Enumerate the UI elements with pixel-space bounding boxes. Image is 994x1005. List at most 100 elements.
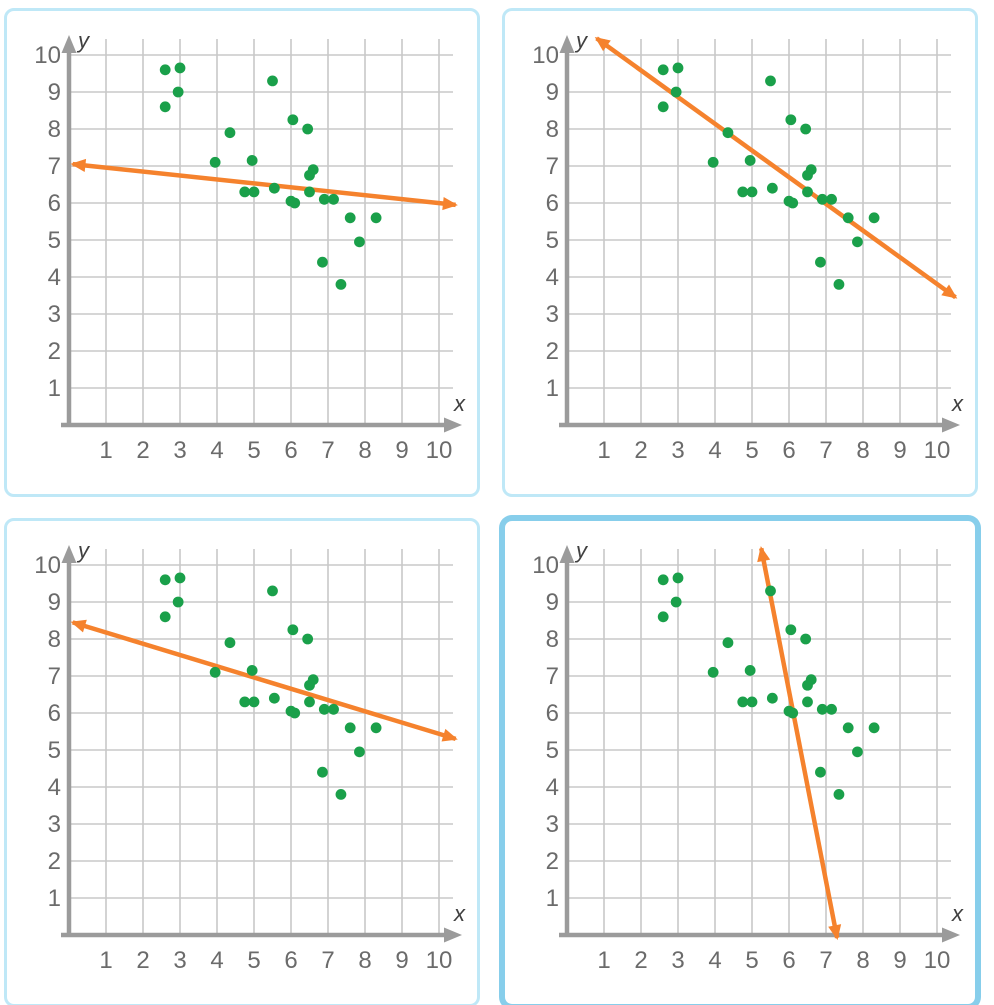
y-tick-label: 9: [48, 589, 61, 616]
data-point: [246, 155, 258, 166]
grid-lines: [567, 39, 951, 425]
data-point: [826, 703, 837, 715]
x-tick-label: 2: [136, 437, 149, 464]
data-point: [246, 665, 258, 676]
data-point: [159, 611, 171, 623]
answer-option-2-scatter-plot[interactable]: x y 1 2 3 4 5 6 7 8 9 10 1 2 3 4 5 6 7 8 9 10: [502, 8, 978, 497]
x-tick-label: 7: [321, 947, 334, 974]
y-tick-label: 9: [546, 589, 559, 616]
y-tick-label: 8: [546, 116, 559, 143]
data-point: [707, 156, 719, 168]
x-tick-label: 2: [136, 947, 149, 974]
data-point: [833, 789, 845, 800]
y-tick-label: 4: [48, 774, 61, 801]
x-tick-label: 8: [358, 437, 371, 464]
data-point: [765, 585, 776, 597]
data-point: [354, 236, 365, 248]
y-axis-arrowhead-icon: [61, 545, 77, 563]
x-tick-label: 4: [708, 947, 721, 974]
trend-line: [594, 36, 958, 300]
data-point: [318, 193, 330, 205]
data-point: [370, 212, 382, 224]
x-tick-label: 1: [597, 437, 610, 464]
data-point: [209, 666, 221, 678]
data-point: [737, 696, 749, 708]
axes: [61, 35, 462, 433]
x-tick-label: 3: [173, 947, 186, 974]
x-tick-label: 5: [745, 437, 758, 464]
data-point: [224, 127, 236, 139]
y-tick-label: 5: [48, 737, 61, 764]
data-point: [172, 86, 184, 98]
y-tick-label: 2: [546, 338, 559, 365]
data-point: [304, 679, 315, 691]
data-point: [868, 722, 880, 734]
x-tick-label: 9: [395, 947, 408, 974]
data-point: [766, 692, 778, 704]
x-tick-label: 7: [321, 437, 334, 464]
y-axis-arrowhead-icon: [559, 35, 575, 53]
x-tick-label: 5: [247, 947, 260, 974]
x-tick-label: 10: [426, 437, 453, 464]
data-point: [289, 707, 301, 719]
data-point: [335, 279, 347, 290]
data-point: [248, 696, 260, 708]
data-point: [317, 766, 328, 778]
axes: [559, 35, 960, 433]
x-tick-label: 1: [99, 437, 112, 464]
y-tick-label: 4: [546, 774, 559, 801]
x-tick-label: 10: [924, 947, 951, 974]
data-point: [159, 101, 171, 113]
y-tick-label: 7: [48, 153, 61, 180]
y-axis-arrowhead-icon: [559, 545, 575, 563]
data-point: [815, 256, 826, 268]
y-tick-label: 1: [546, 885, 559, 912]
y-tick-label: 4: [546, 264, 559, 291]
answer-option-1-scatter-plot[interactable]: x y 1 2 3 4 5 6 7 8 9 10 1 2 3 4 5 6 7 8 9 10: [4, 8, 480, 497]
data-point: [842, 722, 854, 734]
y-axis-arrowhead-icon: [61, 35, 77, 53]
answer-option-4-scatter-plot[interactable]: x y 1 2 3 4 5 6 7 8 9 10 1 2 3 4 5 6 7 8 9 10: [502, 518, 978, 1005]
y-tick-label: 1: [48, 375, 61, 402]
y-tick-label: 6: [48, 700, 61, 727]
x-axis-label: x: [453, 901, 466, 926]
x-axis-arrowhead-icon: [942, 417, 960, 433]
x-tick-label: 6: [284, 947, 297, 974]
x-tick-label: 10: [426, 947, 453, 974]
x-tick-label: 6: [782, 947, 795, 974]
data-point: [224, 637, 236, 649]
data-point: [746, 186, 758, 198]
y-tick-label: 4: [48, 264, 61, 291]
data-point: [672, 62, 684, 74]
y-axis-label: y: [76, 28, 91, 53]
x-tick-label: 8: [358, 947, 371, 974]
data-point: [174, 572, 186, 584]
x-tick-label: 3: [173, 437, 186, 464]
data-point: [209, 156, 221, 168]
y-tick-label: 3: [48, 301, 61, 328]
trend-line: [70, 158, 458, 211]
data-point: [174, 62, 186, 74]
data-point: [304, 696, 315, 708]
data-point: [766, 182, 778, 194]
y-tick-label: 3: [546, 811, 559, 838]
x-tick-label: 8: [856, 947, 869, 974]
y-tick-label: 10: [34, 552, 61, 579]
data-point: [239, 186, 251, 198]
trend-line: [70, 619, 458, 742]
axes: [559, 545, 960, 943]
data-point: [304, 186, 315, 198]
data-point: [802, 696, 813, 708]
x-tick-label: 9: [893, 437, 906, 464]
answer-option-3-scatter-plot[interactable]: x y 1 2 3 4 5 6 7 8 9 10 1 2 3 4 5 6 7 8 9 10: [4, 518, 480, 1005]
data-point: [657, 64, 669, 76]
data-point: [800, 633, 812, 645]
data-point: [670, 596, 682, 608]
scatter-points: [159, 572, 382, 800]
trend-line: [757, 546, 842, 941]
x-axis-arrowhead-icon: [942, 927, 960, 943]
y-tick-label: 9: [48, 79, 61, 106]
x-tick-label: 3: [671, 947, 684, 974]
